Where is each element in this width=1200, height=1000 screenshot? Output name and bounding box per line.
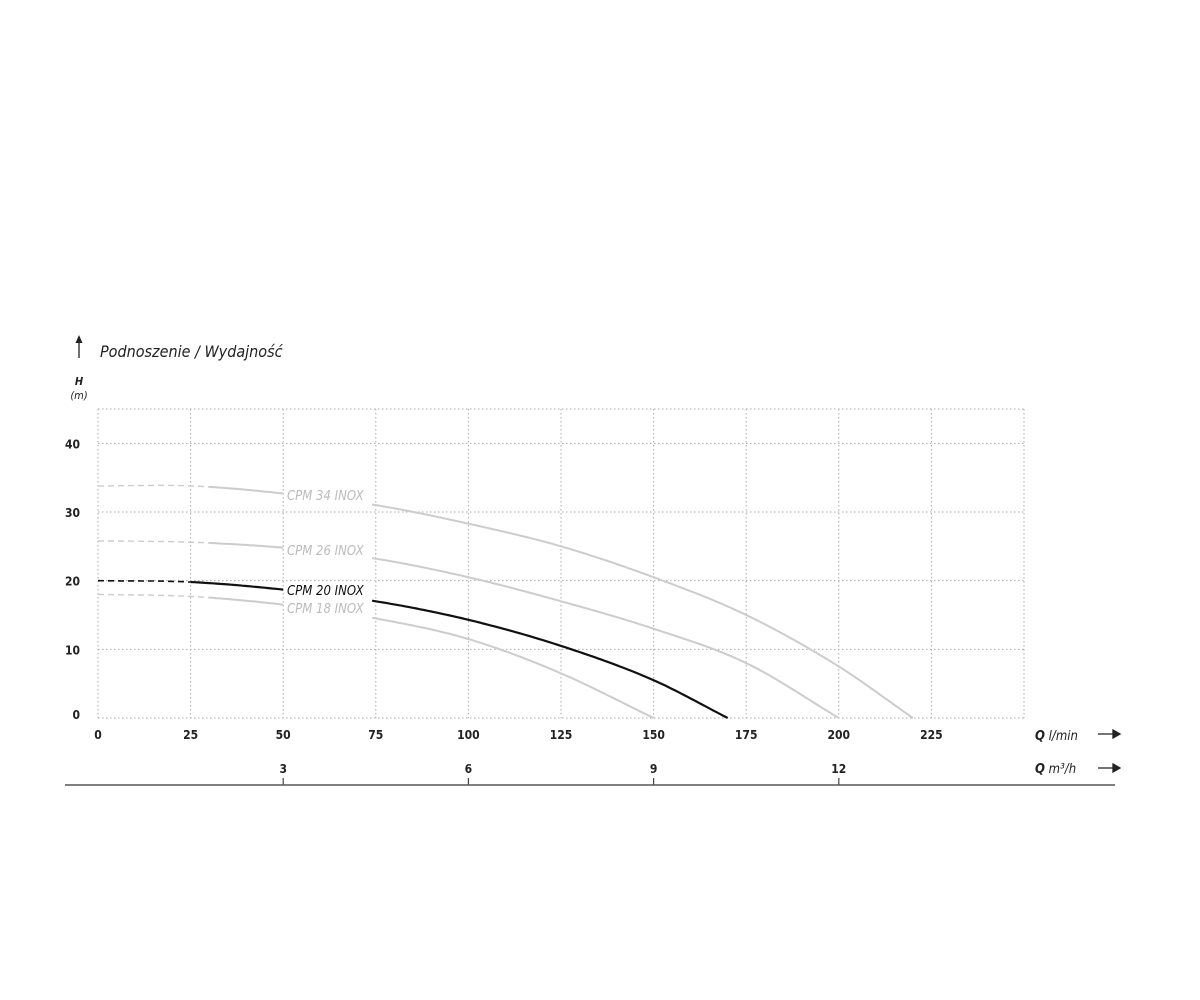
x-tick-label: 75 — [368, 728, 383, 742]
y-axis-unit: (m) — [70, 389, 87, 402]
x2-axis-q: Q — [1035, 762, 1045, 777]
x2-tick-label: 9 — [650, 762, 658, 776]
x-tick-label: 150 — [642, 728, 665, 742]
y-tick-label: 40 — [65, 437, 80, 451]
y-tick-label: 0 — [72, 708, 80, 722]
series-line — [209, 542, 284, 549]
x-axis-q: Q — [1035, 729, 1045, 744]
series-line — [190, 580, 284, 591]
series-line — [371, 616, 655, 719]
x2-tick-label: 3 — [279, 762, 287, 776]
series-line-dashed — [98, 484, 210, 488]
series-label: CPM 20 INOX — [287, 584, 365, 599]
x-tick-label: 175 — [735, 728, 758, 742]
x2-tick-label: 6 — [465, 762, 473, 776]
series-line — [371, 599, 729, 719]
series-label: CPM 34 INOX — [287, 489, 365, 504]
series-line — [209, 485, 284, 495]
series-line — [371, 557, 840, 719]
x-axis-arrow-icon — [1098, 728, 1122, 740]
x-axis-label: Q l/min — [1035, 728, 1122, 744]
svg-text:Q m³/h: Q m³/h — [1035, 762, 1076, 777]
x-tick-label: 225 — [920, 728, 943, 742]
x-tick-label: 25 — [183, 728, 198, 742]
title-arrow-icon — [75, 335, 83, 358]
y-tick-label: 10 — [65, 643, 80, 657]
y-tick-label: 20 — [65, 575, 80, 589]
chart-title: Podnoszenie / Wydajność — [100, 342, 284, 361]
series-label: CPM 26 INOX — [287, 544, 365, 559]
svg-text:Q l/min: Q l/min — [1035, 729, 1078, 744]
x2-axis-unit: m³/h — [1049, 762, 1076, 777]
series-line-dashed — [97, 593, 210, 599]
series-line — [371, 503, 914, 719]
x2-tick-label: 12 — [831, 762, 846, 776]
x-tick-label: 100 — [457, 728, 480, 742]
series-line-dashed — [97, 540, 210, 544]
y-tick-label: 30 — [65, 506, 80, 520]
series-label: CPM 18 INOX — [287, 602, 365, 617]
x-tick-label: 125 — [550, 728, 573, 742]
y-axis-label: H — [75, 375, 84, 388]
series-line — [209, 596, 284, 606]
x-tick-label: 0 — [94, 728, 102, 742]
x-tick-label: 50 — [276, 728, 291, 742]
x2-axis-label: Q m³/h — [1035, 762, 1122, 777]
x-axis-unit: l/min — [1049, 729, 1078, 744]
series-line-dashed — [98, 579, 191, 583]
x-tick-label: 200 — [828, 728, 851, 742]
x2-axis-arrow-icon — [1098, 762, 1122, 774]
